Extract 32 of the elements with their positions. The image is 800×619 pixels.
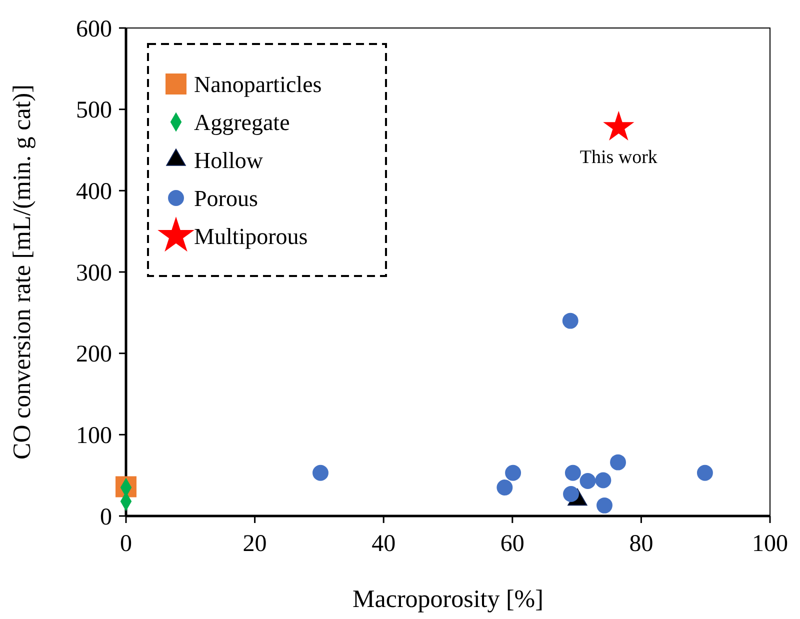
y-tick-label: 300	[76, 260, 112, 286]
x-tick-label: 100	[752, 531, 788, 557]
x-tick-label: 80	[629, 531, 654, 557]
point	[312, 464, 328, 481]
point	[603, 110, 634, 140]
x-tick-label: 60	[500, 531, 524, 557]
y-axis-title: CO conversion rate [mL/(min. g cat)]	[9, 84, 36, 460]
point	[496, 480, 513, 496]
x-tick-label: 20	[242, 531, 267, 557]
point	[564, 464, 581, 481]
annotation: This work	[580, 147, 658, 168]
point	[562, 312, 578, 329]
y-tick-label: 100	[76, 423, 112, 450]
x-tick-label: 0	[120, 531, 132, 557]
legend-label: Hollow	[194, 148, 264, 174]
y-tick-label: 0	[100, 504, 112, 530]
point	[595, 472, 612, 488]
point	[580, 473, 596, 489]
y-tick-label: 400	[76, 179, 112, 206]
point	[596, 497, 612, 514]
legend-label: Multiporous	[194, 224, 308, 250]
y-tick-label: 500	[76, 98, 112, 124]
y-tick-label: 600	[76, 16, 112, 42]
point	[505, 464, 522, 481]
legend-label: Porous	[194, 186, 258, 212]
x-axis-title: Macroporosity [%]	[352, 586, 544, 613]
x-tick-label: 40	[372, 531, 396, 557]
legend-label: Nanoparticles	[194, 72, 322, 98]
point	[610, 454, 626, 470]
legend-label: Aggregate	[194, 110, 290, 136]
point	[696, 464, 713, 481]
y-tick-label: 200	[76, 342, 112, 368]
